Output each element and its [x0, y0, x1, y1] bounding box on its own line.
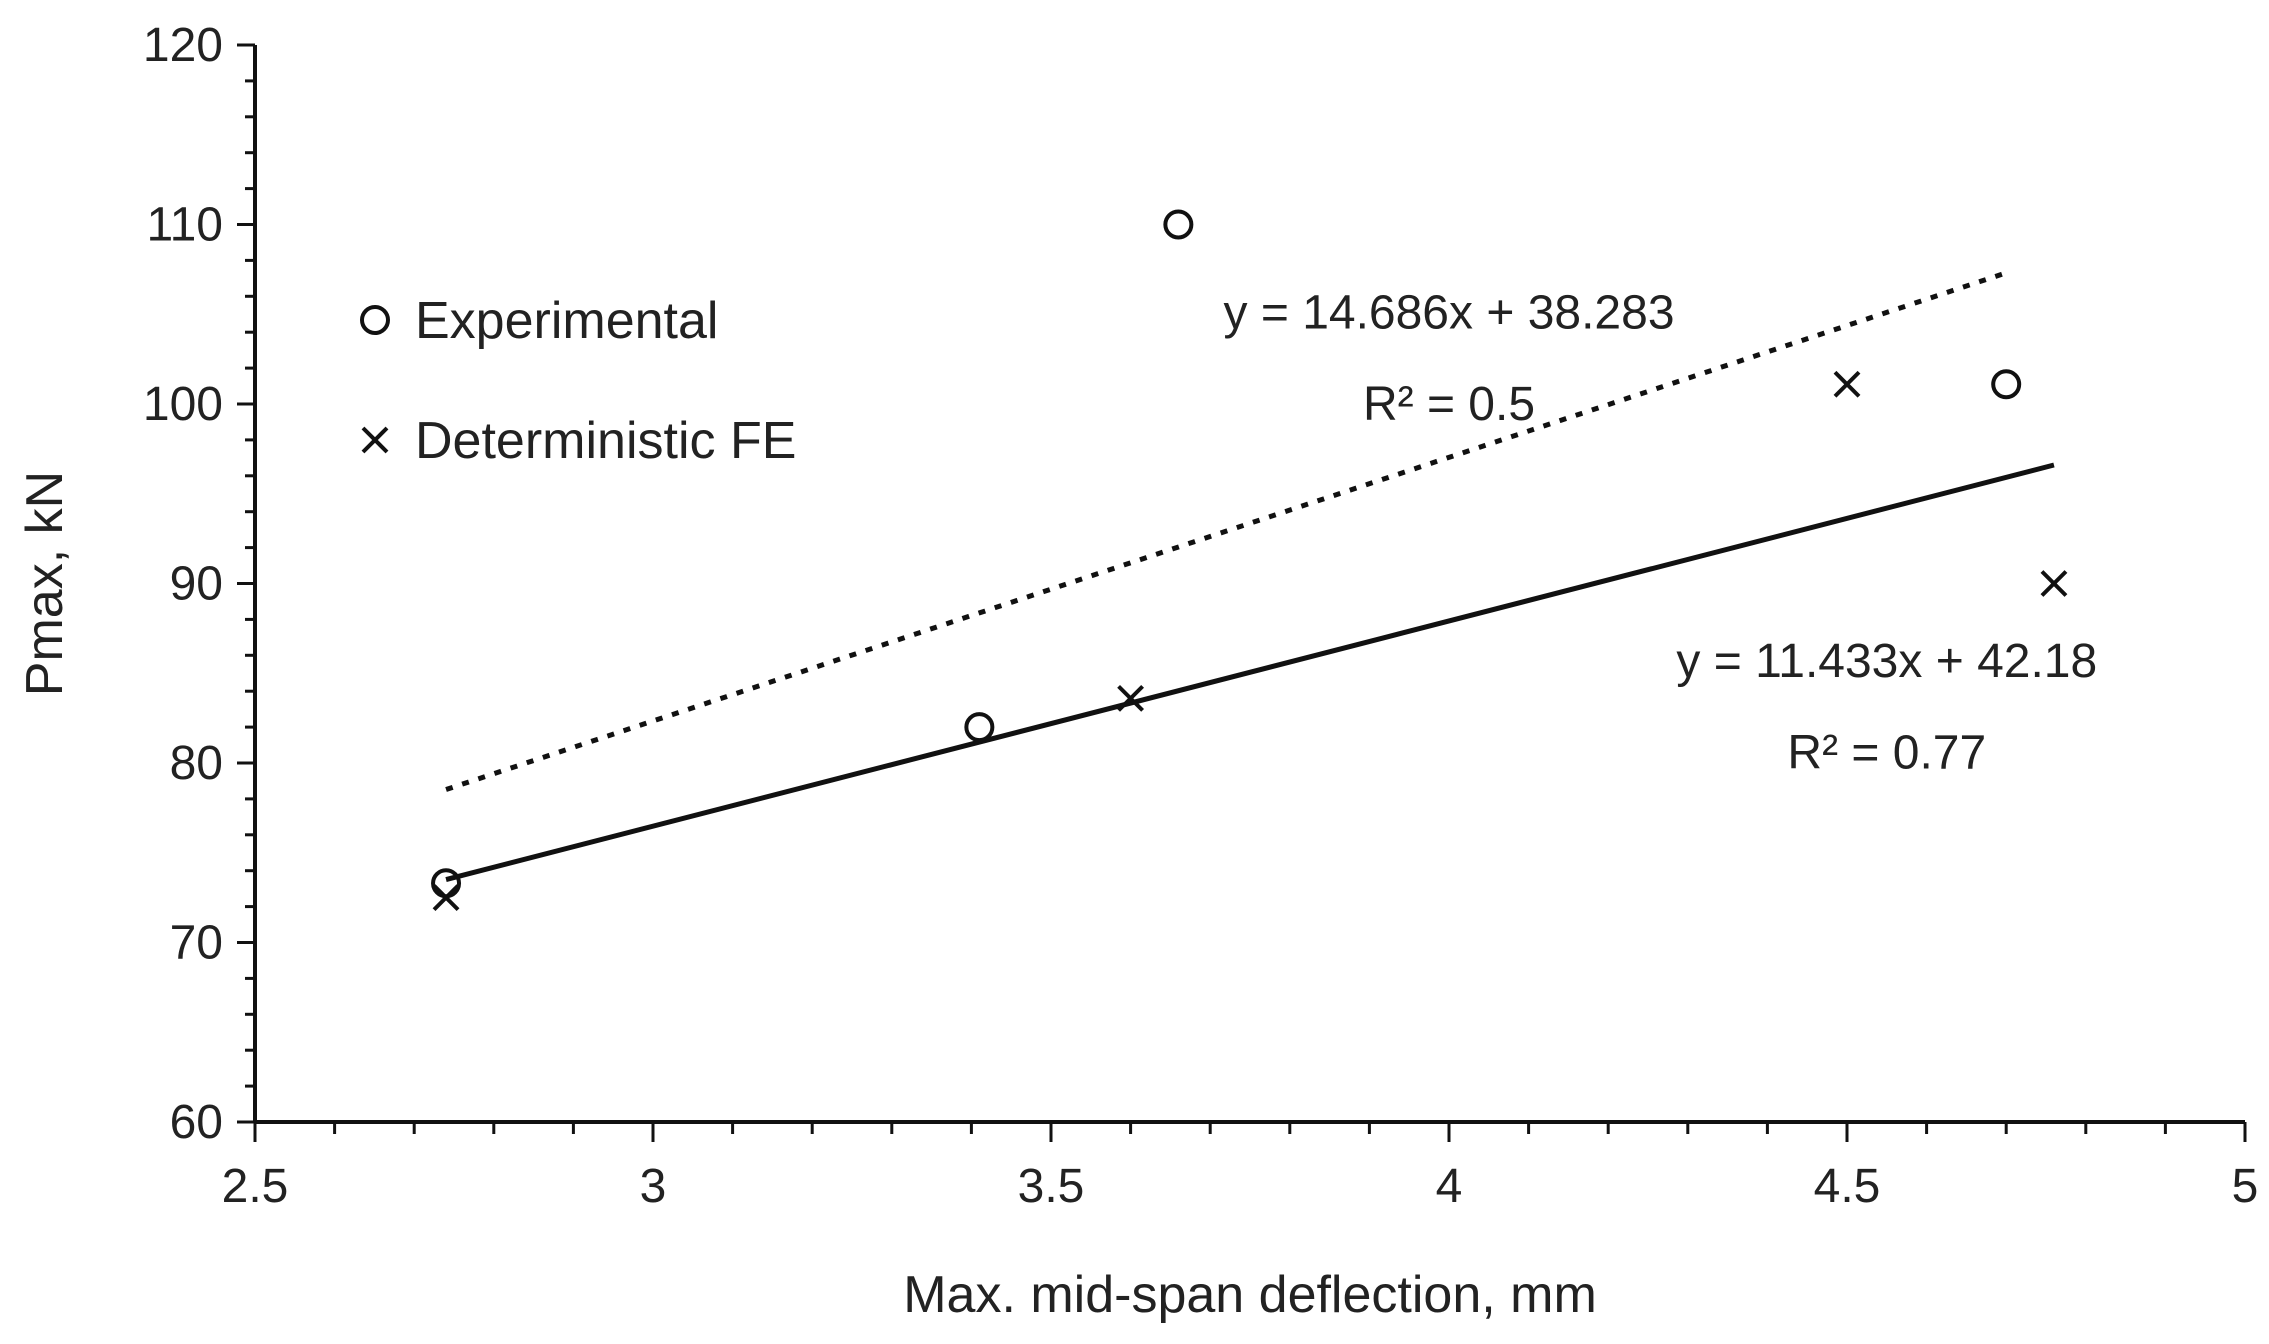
experimental-point — [1163, 209, 1194, 240]
legend-marker-experimental — [360, 305, 390, 335]
experimental-point — [964, 712, 995, 743]
y-tick-label: 90 — [170, 558, 223, 611]
trendlines — [445, 270, 2055, 882]
x-tick-label: 3 — [640, 1160, 667, 1213]
y-tick-label: 120 — [143, 19, 223, 72]
x-tick-label: 4.5 — [1814, 1160, 1881, 1213]
experimental-point — [1991, 369, 2022, 400]
deterministic-fe-point — [432, 884, 460, 912]
y-tick-label: 60 — [170, 1096, 223, 1149]
legend: Experimental Deterministic FE — [360, 292, 796, 470]
y-tick-label: 80 — [170, 737, 223, 790]
x-tick-label: 3.5 — [1018, 1160, 1085, 1213]
experimental-point — [431, 868, 462, 899]
x-axis-title: Max. mid-span deflection, mm — [903, 1266, 1597, 1324]
regression-annotations: y = 14.686x + 38.283 R² = 0.5 y = 11.433x … — [1223, 287, 2097, 780]
regression-annotation: y = 11.433x + 42.18 — [1676, 635, 2097, 688]
data-points — [431, 209, 2068, 912]
deterministic-fe-point — [1117, 684, 1145, 712]
y-tick-label: 110 — [146, 199, 223, 252]
deterministic-fe-point — [2040, 570, 2068, 597]
deterministic-fe-point — [1833, 370, 1861, 398]
cross-stroke — [432, 884, 460, 912]
cross-stroke — [2040, 570, 2068, 597]
trendline-experimental — [445, 270, 2007, 792]
regression-annotation: R² = 0.5 — [1363, 378, 1535, 431]
cross-stroke — [361, 426, 389, 454]
axes: 60 70 80 90 100 110 120 2.5 3 3.5 4 4.5 5 — [143, 19, 2258, 1213]
x-tick-label: 2.5 — [222, 1160, 289, 1213]
legend-label: Experimental — [415, 292, 718, 350]
cross-stroke — [1117, 684, 1145, 712]
regression-annotation: R² = 0.77 — [1787, 726, 1986, 779]
regression-annotation: y = 14.686x + 38.283 — [1223, 287, 1674, 340]
y-tick-label: 100 — [143, 378, 223, 431]
cross-stroke — [1833, 370, 1861, 398]
y-axis-title: Pmax, kN — [16, 471, 74, 696]
legend-label: Deterministic FE — [415, 412, 796, 470]
x-tick-label: 4 — [1436, 1160, 1463, 1213]
x-tick-label: 5 — [2232, 1160, 2259, 1213]
legend-marker-deterministic-fe — [361, 426, 389, 454]
y-tick-label: 70 — [170, 917, 223, 970]
trendline-deterministic-fe — [445, 462, 2055, 882]
